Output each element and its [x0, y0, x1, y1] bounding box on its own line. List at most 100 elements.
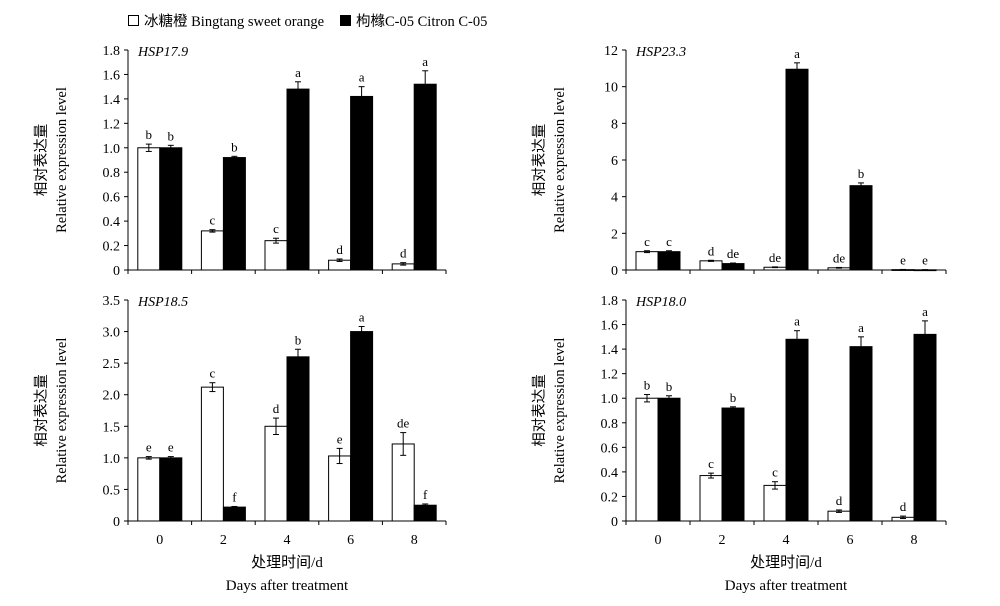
- significance-letter: de: [727, 246, 740, 261]
- legend-label-bingtang: 冰糖橙 Bingtang sweet orange: [144, 13, 325, 30]
- x-axis-label-cn: 处理时间/d: [750, 554, 822, 571]
- bar-citron: [222, 157, 246, 271]
- bar-bingtang: [200, 230, 224, 271]
- y-axis-label-cn: 相对表达量: [531, 124, 548, 197]
- significance-letter: a: [922, 304, 928, 319]
- legend-label-citron: 枸橼C-05 Citron C-05: [356, 13, 488, 30]
- bar-bingtang: [763, 484, 787, 522]
- significance-letter: c: [210, 366, 216, 381]
- x-axis-label-en: Days after treatment: [725, 578, 848, 594]
- legend-swatch-white: [128, 14, 139, 26]
- significance-letter: d: [900, 499, 907, 514]
- y-tick-label: 12: [604, 44, 618, 59]
- y-tick-label: 0.6: [601, 441, 619, 456]
- bar-bingtang: [200, 386, 224, 522]
- significance-letter: a: [295, 65, 301, 80]
- bar-citron: [350, 95, 374, 271]
- significance-letter: de: [833, 250, 846, 265]
- y-tick-label: 1.8: [103, 44, 121, 59]
- y-tick-label: 0.6: [103, 191, 121, 206]
- y-tick-label: 0: [611, 264, 618, 279]
- y-tick-label: 3.0: [103, 326, 121, 341]
- y-tick-label: 0.4: [103, 215, 121, 230]
- significance-letter: b: [231, 139, 238, 154]
- significance-letter: d: [273, 401, 280, 416]
- x-tick-label: 8: [411, 533, 418, 548]
- significance-letter: a: [794, 314, 800, 329]
- y-tick-label: 2.0: [103, 389, 121, 404]
- y-tick-label: 1.5: [103, 420, 121, 435]
- y-tick-label: 8: [611, 117, 618, 132]
- panel-title: HSP18.5: [137, 295, 188, 310]
- x-tick-label: 4: [284, 533, 291, 548]
- y-tick-label: 10: [604, 81, 618, 96]
- significance-letter: a: [359, 310, 365, 325]
- y-tick-label: 1.6: [103, 68, 121, 83]
- significance-letter: de: [397, 416, 410, 431]
- x-tick-label: 0: [655, 533, 662, 548]
- y-axis-label-cn: 相对表达量: [531, 374, 548, 447]
- y-tick-label: 0.5: [103, 483, 121, 498]
- bar-citron: [222, 506, 246, 522]
- bar-citron: [413, 83, 437, 271]
- significance-letter: c: [708, 456, 714, 471]
- y-tick-label: 0.8: [103, 166, 121, 181]
- y-tick-label: 0: [113, 264, 120, 279]
- y-tick-label: 6: [611, 154, 618, 169]
- panel-4: 00.20.40.60.81.01.21.41.61.8b b0cb2ca4da6…: [531, 294, 947, 594]
- bar-bingtang: [264, 240, 288, 271]
- bar-citron: [159, 147, 183, 271]
- y-tick-label: 1.6: [601, 319, 619, 334]
- x-axis-label-en: Days after treatment: [226, 578, 349, 594]
- bar-citron: [413, 504, 437, 522]
- significance-letter: a: [359, 70, 365, 85]
- significance-letter: c: [772, 465, 778, 480]
- y-tick-label: 1.4: [103, 93, 121, 108]
- y-axis-label-en: Relative expression level: [54, 338, 70, 484]
- y-tick-label: 3.5: [103, 294, 121, 309]
- bar-citron: [286, 88, 310, 271]
- bar-bingtang: [699, 475, 723, 522]
- significance-letter: f: [232, 489, 237, 504]
- significance-letter: e: [900, 252, 906, 267]
- significance-letter: b: [295, 332, 302, 347]
- bar-citron: [159, 457, 183, 522]
- significance-letter: de: [769, 250, 782, 265]
- bar-citron: [785, 338, 809, 522]
- y-axis-label-cn: 相对表达量: [33, 124, 50, 197]
- y-tick-label: 1.2: [103, 117, 121, 132]
- significance-letter: e: [168, 440, 174, 455]
- bar-citron: [350, 331, 374, 522]
- y-axis-label-en: Relative expression level: [54, 87, 70, 233]
- significance-letter: c: [273, 221, 279, 236]
- significance-letter: d: [836, 493, 843, 508]
- significance-letter: b: [146, 127, 153, 142]
- y-tick-label: 1.0: [103, 142, 121, 157]
- significance-letter: a: [858, 320, 864, 335]
- y-tick-label: 0: [113, 515, 120, 530]
- significance-letter: a: [794, 46, 800, 61]
- bar-citron: [657, 251, 681, 271]
- bar-bingtang: [137, 457, 161, 522]
- y-tick-label: 1.4: [601, 343, 619, 358]
- legend-item-bingtang: 冰糖橙 Bingtang sweet orange: [128, 10, 324, 31]
- x-axis-label-cn: 处理时间/d: [251, 554, 323, 571]
- significance-letter: d: [336, 242, 343, 257]
- y-axis-label-en: Relative expression level: [552, 87, 568, 233]
- y-axis-label-cn: 相对表达量: [33, 374, 50, 447]
- y-tick-label: 1.8: [601, 294, 619, 309]
- significance-letter: b: [858, 166, 865, 181]
- panel-1: 00.20.40.60.81.01.21.41.61.8b bcbcadadaHS…: [33, 44, 447, 279]
- panel-title: HSP23.3: [635, 45, 686, 60]
- bar-bingtang: [264, 425, 288, 522]
- x-tick-label: 2: [220, 533, 227, 548]
- significance-letter: e: [337, 431, 343, 446]
- y-tick-label: 2: [611, 227, 618, 242]
- significance-letter: b: [730, 390, 737, 405]
- x-tick-label: 8: [911, 533, 918, 548]
- y-tick-label: 1.2: [601, 368, 619, 383]
- bar-citron: [721, 407, 745, 522]
- bar-citron: [785, 68, 809, 271]
